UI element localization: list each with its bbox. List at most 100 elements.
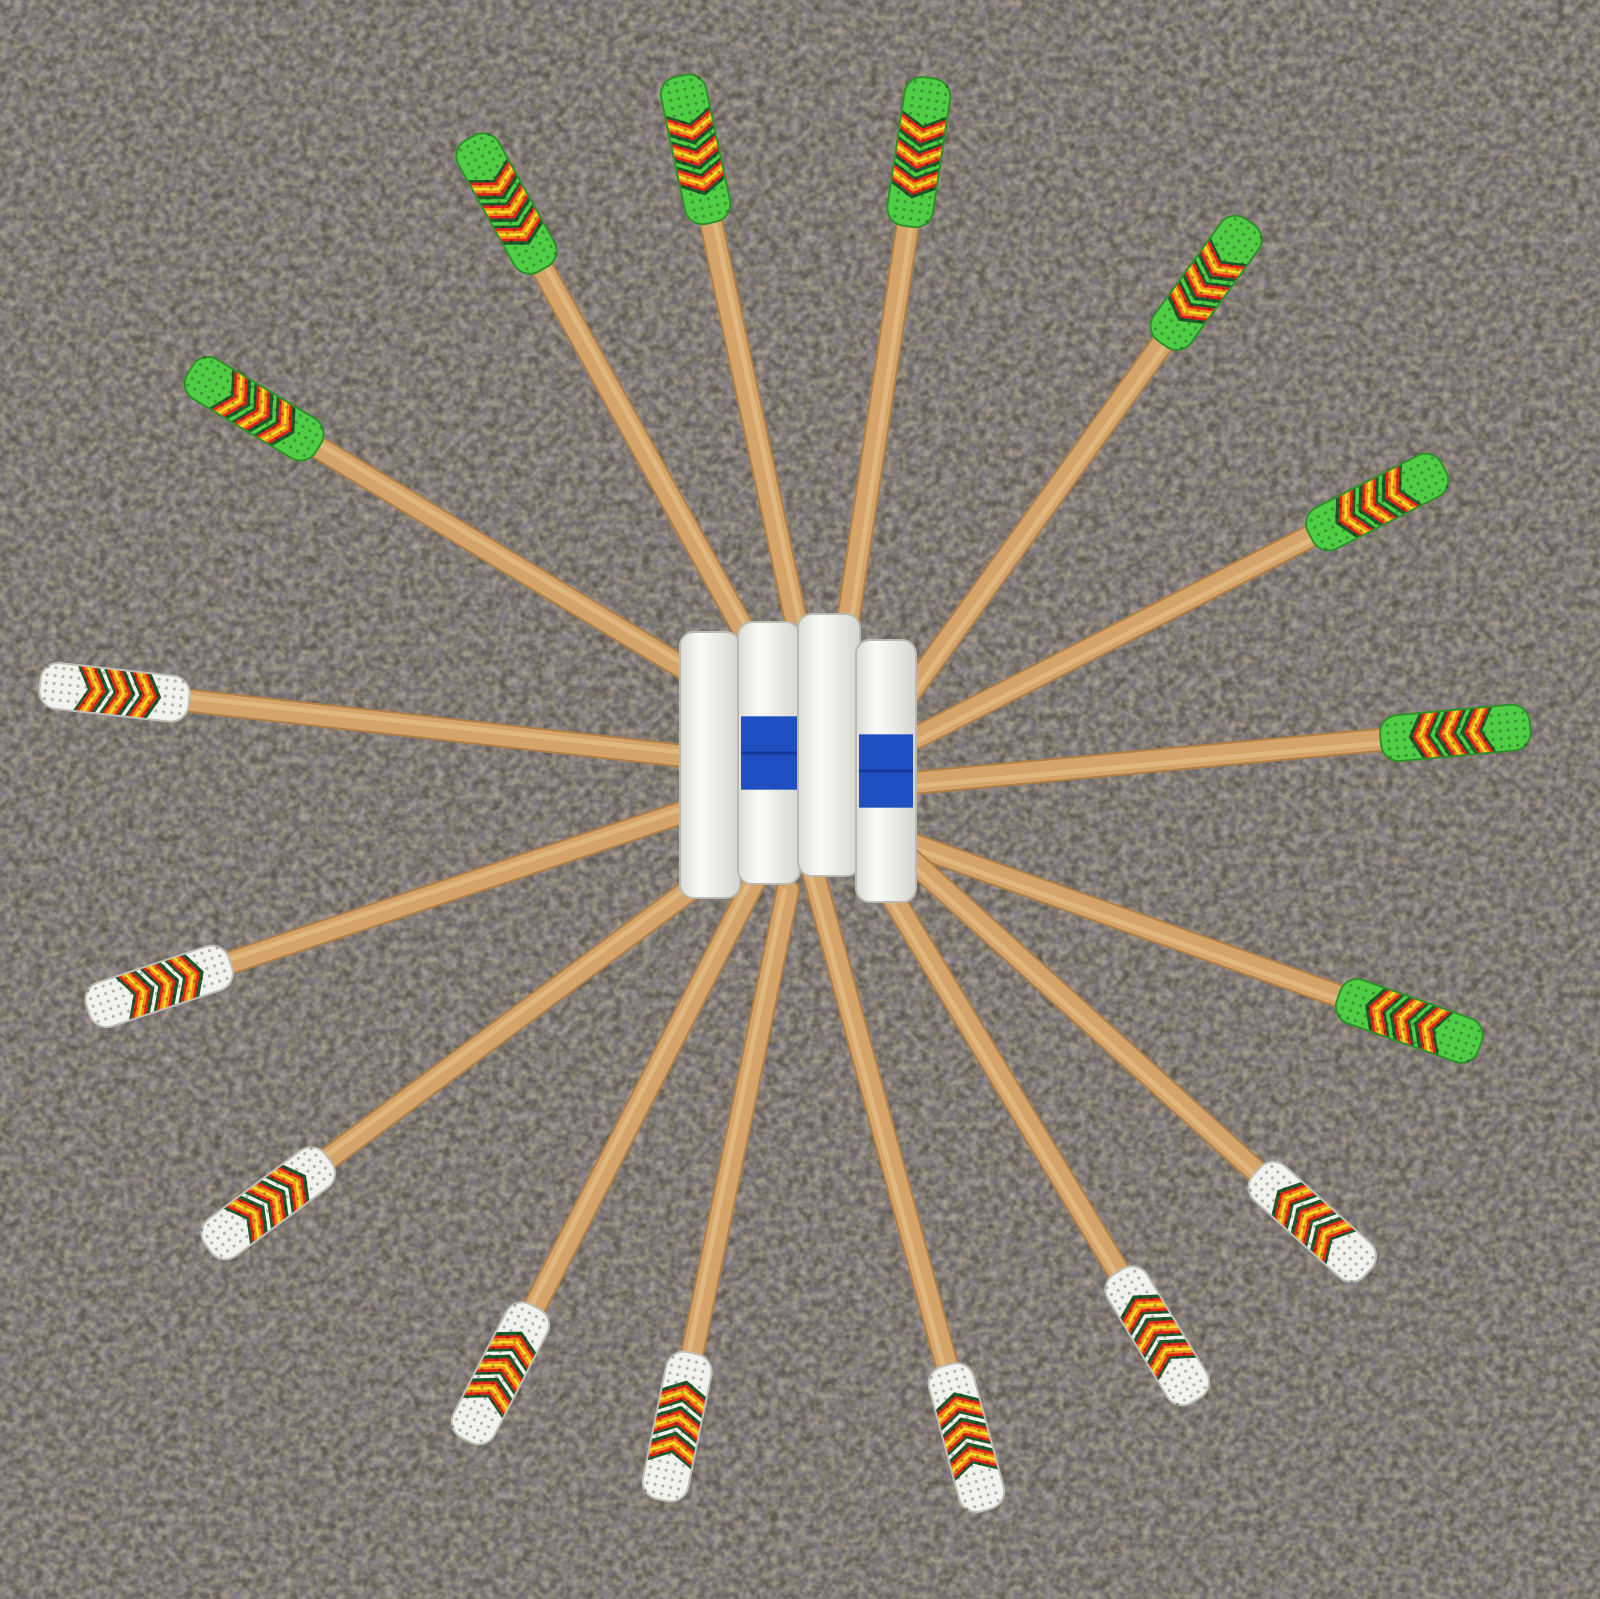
bead-dot [487,1389,491,1393]
bead-dot [1406,1012,1411,1016]
bead-dot [1383,1029,1387,1034]
bead-dot [1376,1001,1380,1006]
bead-stripe [954,1459,998,1482]
bead-dot [1386,1022,1390,1026]
bead-dot [306,446,311,451]
bead-dot [208,378,212,382]
bead-dot [328,1172,332,1177]
bead-dot [694,216,698,220]
bead-dot [1335,1223,1339,1228]
bead-dot [667,91,671,95]
bead-dot [488,168,492,172]
bead-dot [1497,721,1502,725]
bead-dot [1447,1018,1451,1022]
bead-dot [1146,1354,1151,1358]
bead-dot [263,1191,267,1196]
stick-7 [659,73,810,642]
bead-dot [260,400,264,404]
bead-dot [287,416,291,420]
bead-dot [1302,1236,1306,1241]
bead-dot [61,674,65,679]
bead-dot [1457,716,1461,721]
bead-dot [1458,724,1462,729]
bead-dot [678,104,682,109]
bead-dot [1430,474,1435,478]
bead-dot [217,979,222,983]
bead-dot [1411,745,1416,749]
bead-dot [906,127,910,131]
bead-dot [960,1367,965,1371]
bead-dot [909,217,913,221]
bead-dot [1259,235,1263,240]
bead-dot [697,1385,702,1389]
bead-dot [43,689,47,693]
bead-dot [157,677,161,681]
bead-dot [1133,1316,1137,1320]
bead-dot [1393,722,1397,726]
bead-texture [459,132,557,271]
bead-dot [980,1503,985,1507]
bead-dot [920,89,924,93]
bead-dot [1146,1307,1151,1312]
bead-dot [286,434,290,438]
bead-dot [965,1507,969,1511]
bead-dot [1317,1207,1322,1211]
bead-pattern [665,106,725,196]
bead-dot [670,106,675,110]
bead-dot [1192,315,1196,319]
bead-dot [1443,742,1447,746]
bead-dot [1179,306,1183,310]
bead-dot [117,681,121,685]
bead-dot [1168,1360,1173,1364]
bead-dot [682,161,686,165]
bead-pattern [891,110,947,199]
bead-dot [1421,1043,1425,1047]
bead-dot [1334,532,1338,536]
bead-dot [1454,1046,1458,1050]
bead-dot [1420,471,1424,475]
bead-stripe [946,1431,991,1454]
bead-dot [1427,735,1431,739]
bead-dot [157,974,161,978]
bead-dot [661,1443,665,1447]
bead-dot [893,214,897,218]
bead-dot [542,248,546,252]
bead-dot [971,1406,975,1410]
bead-dot [516,1332,520,1336]
bead-dot [682,1423,686,1427]
bead-dot [156,685,160,689]
bead-dot [929,187,933,192]
bead-dot [1374,1009,1378,1013]
bead-dot [1131,1298,1135,1302]
bead-dot [519,1361,524,1365]
bead-dot [1459,1031,1463,1035]
bead-dot [1391,485,1395,489]
bead-dot [520,242,524,246]
bead-dot [921,186,926,190]
bead-dot [1345,500,1349,504]
bead-dot [85,677,89,681]
bead-dot [1387,747,1392,751]
bead-dot [215,946,219,950]
bead-dot [689,118,694,123]
bead-dot [1178,1391,1182,1395]
bead-dot [1195,1372,1199,1376]
bead-dot [1343,998,1348,1002]
bead-dot [709,212,714,217]
bead-dot [546,255,550,259]
bead-dot [1139,1312,1144,1316]
bead-stripe [173,957,196,1001]
bead-dot [503,178,507,182]
bead-dot [458,1428,462,1432]
bead-dot [948,1445,952,1449]
bead-dot [1395,492,1399,496]
bead-dot [683,1374,688,1378]
bead-dot [476,1428,480,1432]
bead-dot [898,183,902,187]
bead-dot [499,171,503,175]
bead-stripe [1381,472,1406,514]
bead-dot [1149,1296,1153,1301]
bead-dot [1179,1362,1184,1366]
bead-dot [125,674,130,678]
